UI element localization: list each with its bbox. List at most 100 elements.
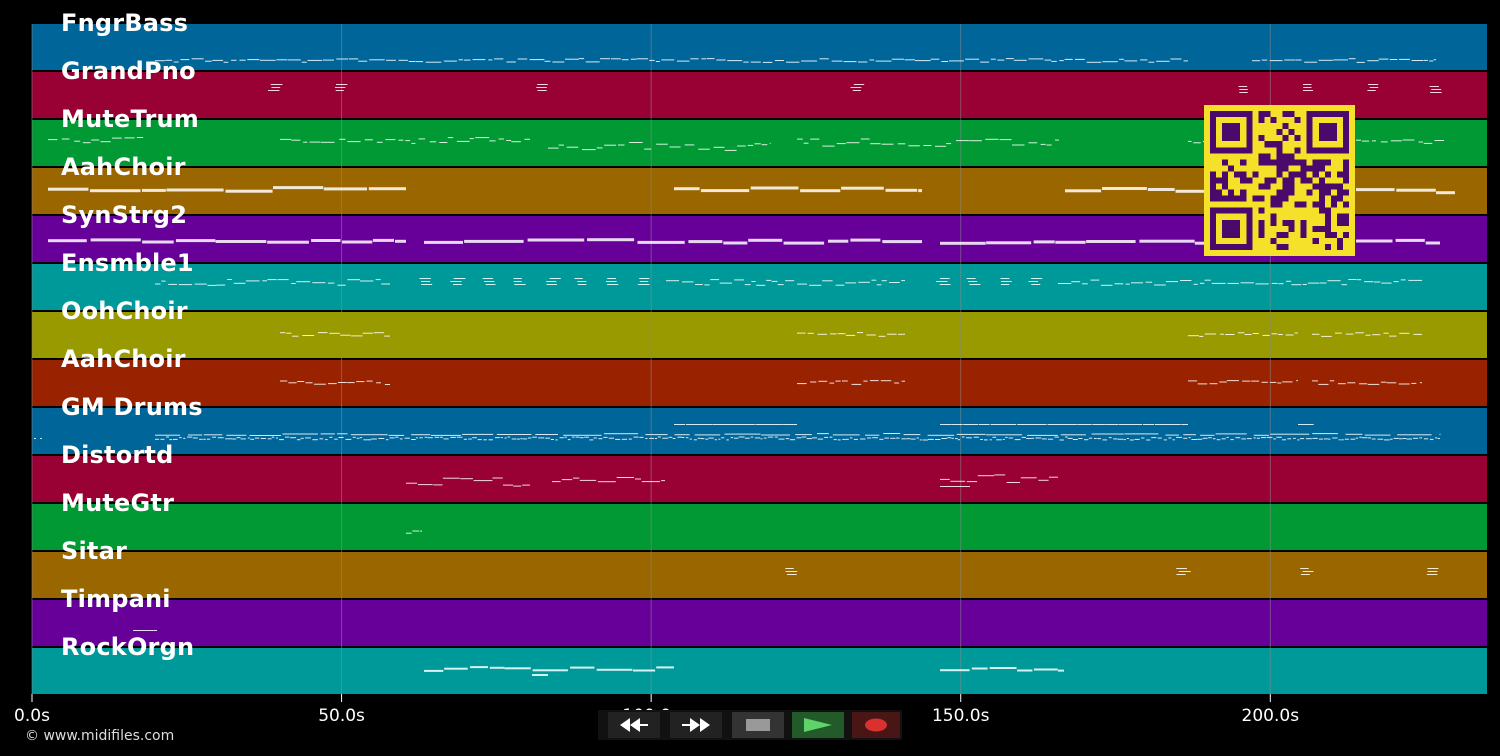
note: [822, 145, 835, 147]
qr-module: [1258, 207, 1265, 214]
note: [327, 282, 335, 284]
qr-module: [1318, 225, 1325, 232]
play-button[interactable]: [792, 712, 844, 738]
note: [1000, 278, 1010, 279]
note: [358, 60, 368, 62]
note: [857, 332, 864, 334]
qr-module: [1264, 177, 1271, 184]
note: [550, 439, 554, 440]
note: [762, 61, 773, 63]
qr-module: [1342, 171, 1349, 178]
track-lane: [32, 648, 1487, 694]
qr-module: [1324, 135, 1331, 142]
qr-module: [1336, 237, 1343, 244]
stop-button[interactable]: [732, 712, 784, 738]
qr-module: [1264, 111, 1271, 118]
note: [901, 380, 905, 382]
note: [1300, 568, 1309, 569]
note: [500, 437, 503, 439]
qr-module: [1228, 135, 1235, 142]
note: [603, 436, 608, 438]
note: [1302, 571, 1314, 572]
note: [860, 138, 870, 140]
note: [1425, 241, 1440, 245]
qr-module: [1282, 219, 1289, 226]
qr-module: [1336, 183, 1343, 190]
note: [492, 477, 503, 479]
qr-module: [1270, 177, 1277, 184]
note: [168, 283, 177, 285]
note: [903, 434, 921, 436]
note: [450, 281, 462, 282]
note: [484, 281, 495, 282]
note: [216, 284, 226, 286]
qr-module: [1300, 219, 1307, 226]
note: [1367, 60, 1379, 62]
qr-module: [1240, 171, 1247, 178]
note: [347, 141, 361, 143]
fast-forward-button[interactable]: [670, 712, 722, 738]
qr-module: [1216, 207, 1223, 214]
note: [1393, 437, 1399, 439]
qr-module: [1324, 243, 1331, 250]
rewind-button[interactable]: [608, 712, 660, 738]
note: [1033, 240, 1055, 244]
note: [418, 138, 426, 140]
note: [212, 436, 216, 438]
note: [939, 278, 950, 279]
record-button[interactable]: [852, 712, 900, 738]
note: [335, 87, 346, 88]
qr-module: [1312, 147, 1319, 154]
note: [546, 281, 557, 282]
note: [1059, 439, 1064, 441]
note: [649, 59, 655, 61]
qr-module: [1246, 213, 1253, 220]
note: [596, 147, 603, 149]
qr-module: [1222, 159, 1229, 166]
qr-code[interactable]: [1204, 105, 1355, 256]
note: [898, 333, 903, 335]
note: [384, 384, 390, 385]
note: [291, 283, 296, 284]
track-label: GM Drums: [61, 393, 203, 421]
note: [689, 438, 692, 440]
qr-module: [1264, 159, 1271, 166]
note: [1302, 284, 1307, 285]
note: [600, 58, 610, 60]
note: [271, 87, 281, 88]
note: [1005, 58, 1014, 60]
note: [750, 186, 799, 190]
note: [259, 59, 276, 61]
note: [187, 434, 203, 436]
note: [890, 437, 896, 439]
note: [871, 279, 877, 281]
note: [1348, 58, 1356, 60]
note: [955, 140, 970, 142]
note: [986, 241, 1032, 245]
note: [1372, 334, 1381, 336]
note: [194, 283, 207, 285]
note: [880, 380, 892, 382]
qr-module: [1324, 231, 1331, 238]
note: [695, 284, 703, 285]
note: [607, 284, 619, 285]
note: [506, 140, 512, 141]
note: [1006, 482, 1020, 483]
note: [743, 61, 749, 63]
note: [1148, 61, 1155, 63]
note: [1092, 424, 1106, 425]
note: [468, 438, 472, 440]
qr-module: [1222, 171, 1229, 178]
note: [226, 434, 247, 436]
qr-module: [1228, 243, 1235, 250]
note: [674, 434, 690, 436]
note: [421, 281, 430, 282]
note: [704, 284, 710, 286]
note: [1208, 437, 1212, 439]
qr-module: [1246, 243, 1253, 250]
note: [1429, 438, 1434, 440]
note: [1102, 439, 1108, 441]
qr-module: [1318, 159, 1325, 166]
note: [161, 280, 166, 282]
note: [951, 424, 963, 425]
